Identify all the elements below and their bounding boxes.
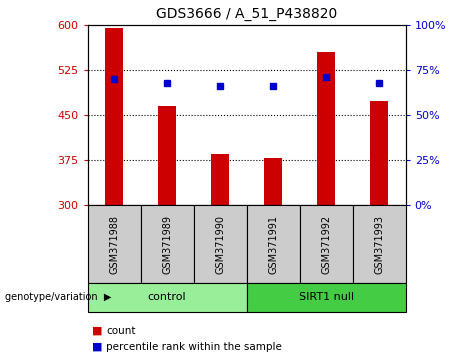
Text: ■: ■ — [92, 342, 103, 352]
Text: GSM371992: GSM371992 — [321, 215, 331, 274]
Title: GDS3666 / A_51_P438820: GDS3666 / A_51_P438820 — [156, 7, 337, 21]
Text: count: count — [106, 326, 136, 336]
Bar — [105, 28, 124, 205]
Text: percentile rank within the sample: percentile rank within the sample — [106, 342, 282, 352]
Text: genotype/variation  ▶: genotype/variation ▶ — [5, 292, 111, 302]
Bar — [370, 101, 389, 205]
Bar — [158, 106, 177, 205]
Text: GSM371990: GSM371990 — [215, 215, 225, 274]
Text: GSM371988: GSM371988 — [109, 215, 119, 274]
Text: GSM371993: GSM371993 — [374, 215, 384, 274]
Text: ■: ■ — [92, 326, 103, 336]
Bar — [211, 154, 230, 205]
Text: GSM371991: GSM371991 — [268, 215, 278, 274]
Text: control: control — [148, 292, 186, 302]
Text: SIRT1 null: SIRT1 null — [299, 292, 354, 302]
Text: GSM371989: GSM371989 — [162, 215, 172, 274]
Bar — [264, 158, 283, 205]
Bar — [317, 52, 336, 205]
